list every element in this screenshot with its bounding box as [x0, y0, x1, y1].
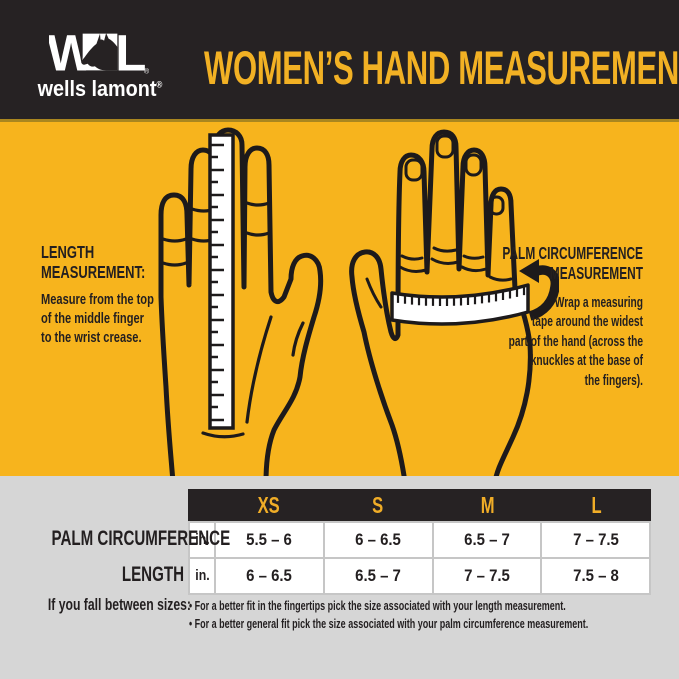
measuring-tape-icon — [390, 283, 530, 326]
palm-circumference-text: PALM CIRCUMFERENCE MEASUREMENT Wrap a me… — [487, 243, 643, 390]
length-heading: LENGTH MEASUREMENT: — [41, 242, 146, 282]
palm-xs-cell: 5.5 – 6 — [216, 523, 323, 557]
palm-body: Wrap a measuring tape around the widest … — [508, 293, 643, 389]
page-title: WOMEN’S HAND MEASUREMENTS — [204, 41, 679, 94]
footnote-bullet: • For a better fit in the fingertips pic… — [189, 599, 566, 613]
back-hand-with-measuring-tape-icon — [349, 129, 533, 476]
fingernails — [404, 134, 505, 216]
header: W L ® wells lamont® WOMEN’S HAND MEASURE… — [0, 0, 679, 119]
measurement-guide: LENGTH MEASUREMENT: Measure from the top… — [0, 122, 679, 476]
length-measurement-text: LENGTH MEASUREMENT: Measure from the top… — [41, 242, 167, 347]
length-m-cell: 7 – 7.5 — [433, 559, 541, 593]
knuckle-crease-lines — [365, 246, 513, 309]
horse-head-icon — [81, 33, 118, 71]
monogram-l: L — [115, 26, 146, 78]
size-table-body: in. 5.5 – 6 6 – 6.5 6.5 – 7 7 – 7.5 in. … — [188, 521, 651, 595]
footnote-bullet: • For a better general fit pick the size… — [189, 617, 589, 631]
footnote-label: If you fall between sizes: — [47, 596, 192, 614]
unit-cell: in. — [190, 559, 214, 593]
header-divider — [0, 119, 679, 122]
wrap-around-arrow-icon — [519, 259, 559, 321]
palm-m-cell: 6.5 – 7 — [433, 523, 541, 557]
palm-hand-with-ruler-icon — [158, 127, 324, 476]
length-s-cell: 6.5 – 7 — [324, 559, 432, 593]
ruler-icon — [208, 133, 235, 430]
palm-heading: PALM CIRCUMFERENCE MEASUREMENT — [502, 243, 643, 283]
palm-l-cell: 7 – 7.5 — [542, 523, 649, 557]
row-label-length: LENGTH — [121, 563, 184, 586]
palm-s-cell: 6 – 6.5 — [324, 523, 432, 557]
size-col-l: L — [591, 491, 602, 518]
footnote-bullets: • For a better fit in the fingertips pic… — [189, 597, 669, 633]
unit-cell: in. — [190, 523, 214, 557]
size-col-m: M — [480, 491, 495, 518]
size-table-section: XS S M L in. 5.5 – 6 6 – 6.5 6.5 – 7 7 –… — [0, 476, 679, 679]
wells-lamont-monogram-icon: W L ® — [49, 26, 150, 78]
size-col-s: S — [372, 491, 384, 518]
monogram-registered: ® — [144, 67, 150, 75]
length-l-cell: 7.5 – 8 — [542, 559, 649, 593]
length-body: Measure from the top of the middle finge… — [41, 290, 154, 347]
brand-name: wells lamont® — [37, 76, 163, 101]
brand-registered-mark: ® — [156, 79, 163, 90]
row-label-palm-circumference: PALM CIRCUMFERENCE — [51, 527, 231, 550]
size-table-header: XS S M L — [188, 489, 651, 521]
palm-crease-lines — [161, 201, 305, 439]
length-xs-cell: 6 – 6.5 — [216, 559, 323, 593]
size-col-xs: XS — [257, 491, 280, 518]
brand-logo: W L ® wells lamont® — [30, 0, 170, 119]
